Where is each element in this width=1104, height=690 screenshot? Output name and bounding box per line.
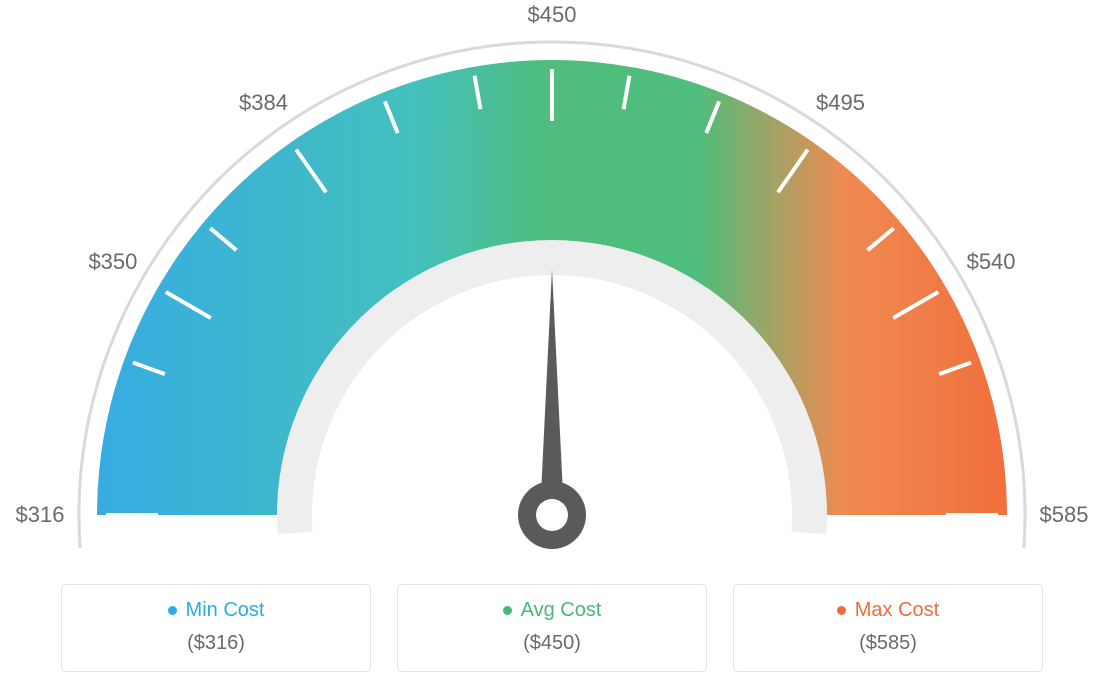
dot-icon	[837, 606, 846, 615]
gauge-tick-label: $316	[16, 502, 65, 528]
legend-value-max: ($585)	[859, 632, 917, 655]
cost-gauge: $316 $350 $384 $450 $495 $540 $585	[0, 0, 1104, 570]
legend-title-text: Min Cost	[186, 599, 265, 622]
gauge-tick-label: $540	[967, 249, 1016, 275]
legend-card-min: Min Cost ($316)	[61, 584, 371, 672]
gauge-tick-label: $495	[816, 90, 865, 116]
gauge-svg	[0, 0, 1104, 570]
gauge-tick-label: $384	[239, 90, 288, 116]
legend-title-text: Max Cost	[855, 599, 939, 622]
legend-value-min: ($316)	[187, 632, 245, 655]
legend-card-avg: Avg Cost ($450)	[397, 584, 707, 672]
dot-icon	[503, 606, 512, 615]
gauge-tick-label: $585	[1040, 502, 1089, 528]
legend-value-avg: ($450)	[523, 632, 581, 655]
gauge-tick-label: $450	[528, 2, 577, 28]
legend-title-avg: Avg Cost	[503, 599, 602, 622]
legend-title-text: Avg Cost	[521, 599, 602, 622]
dot-icon	[168, 606, 177, 615]
legend-card-max: Max Cost ($585)	[733, 584, 1043, 672]
legend-title-max: Max Cost	[837, 599, 939, 622]
legend-title-min: Min Cost	[168, 599, 265, 622]
legend-row: Min Cost ($316) Avg Cost ($450) Max Cost…	[0, 584, 1104, 672]
gauge-tick-label: $350	[88, 249, 137, 275]
